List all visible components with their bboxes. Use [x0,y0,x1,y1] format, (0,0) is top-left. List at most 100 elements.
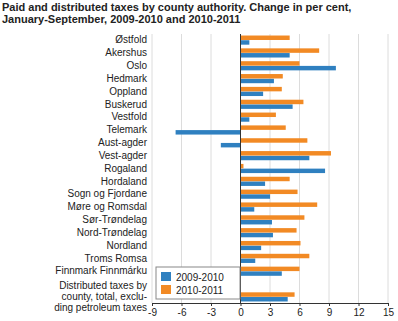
bar [221,143,241,147]
tick-mark [211,303,212,306]
bar [241,87,282,91]
tick-label: Rogaland [104,163,147,174]
tick-mark [359,303,360,306]
tick: Hedmark [106,73,152,84]
tick-mark [241,303,242,306]
bar [241,40,250,44]
grid-line [152,34,153,303]
tick-mark [329,303,330,306]
tick: Sogn og Fjordane [67,188,152,199]
tick-label: Sogn og Fjordane [67,188,147,199]
tick: -9 [148,303,157,318]
bar [241,207,255,211]
bar [241,48,320,52]
grid-line [211,34,212,303]
bar [241,194,271,198]
bar [241,215,305,219]
tick: Sør-Trøndelag [82,214,152,225]
tick-label: Akershus [105,47,147,58]
tick: 9 [327,303,333,318]
grid [152,34,388,303]
bar [241,190,298,194]
tick: Rogaland [104,163,152,174]
bar [241,104,293,108]
tick: -3 [207,303,216,318]
x-axis: -9 -6 -3 0 3 6 9 12 15 [148,303,394,318]
legend: 2009-20102010-2011 [156,267,240,299]
tick: Buskerud [105,98,152,109]
bar [241,181,266,185]
tick: Vest-agder [99,150,152,161]
legend-box [156,267,240,299]
title: Paid and distributed taxes by county aut… [2,1,351,25]
bar [241,125,286,129]
tick-label: Vest-agder [99,150,148,161]
tick: Østfold [115,34,152,45]
tick-label: Telemark [106,124,148,135]
bar [241,233,273,237]
zero-line [240,34,241,303]
tick: Møre og Romsdal [68,201,152,212]
tick-label: -9 [148,307,157,318]
tick: Aust-agder [98,137,152,148]
tick-label: Østfold [115,34,147,45]
bar [241,202,318,206]
bar [241,246,262,250]
bars [176,36,336,302]
grid-line [240,34,241,303]
grid-line [329,34,330,303]
grid-line [358,34,359,303]
bar [241,113,276,117]
axis-line [153,304,389,307]
bar [241,138,308,142]
bar [241,66,336,70]
bar [241,53,290,57]
tick-label: 15 [383,307,395,318]
tick-label: Distributed taxes bycounty, total, exclu… [54,280,147,313]
tick: 15 [383,303,395,318]
tick-label: 12 [353,307,365,318]
y-axis: Østfold Akershus Oslo Hedmark OpplandBuskeru… [54,34,152,313]
legend-swatch [161,272,171,281]
tick-label: Sør-Trøndelag [82,214,147,225]
tick-label: -6 [178,307,187,318]
tick-label: 0 [238,307,244,318]
tick: Hordaland [101,176,152,187]
chart: Paid and distributed taxes by county aut… [0,0,398,321]
tick-mark [182,303,183,306]
tick-label: Nordland [106,240,147,251]
tick-label: -3 [207,307,216,318]
tick-label: Nord-Trøndelag [77,227,147,238]
bar [241,292,295,296]
tick: Akershus [105,47,152,58]
tick: Distributed taxes bycounty, total, exclu… [54,280,152,313]
tick: Oppland [109,86,152,97]
tick-label: Buskerud [105,98,147,109]
legend-label: 2010-2011 [176,285,224,296]
tick: -6 [178,303,187,318]
tick-label: 6 [297,307,303,318]
bar [241,92,264,96]
bar [241,267,300,271]
tick-label: Hedmark [106,73,148,84]
tick: 3 [268,303,274,318]
tick: Troms Romsa [85,253,152,264]
tick-label: Møre og Romsdal [68,201,147,212]
grid-line [388,34,389,303]
tick: Vestfold [111,111,152,122]
bar [241,117,250,121]
tick: Nordland [106,240,152,251]
bar [241,61,300,65]
bar [241,258,256,262]
grid-line [299,34,300,303]
tick: Nord-Trøndelag [77,227,152,238]
bar [241,169,326,173]
bar [241,156,310,160]
tick: 0 [238,303,244,318]
tick-mark [388,303,389,306]
bar [241,74,283,78]
tick-mark [300,303,301,306]
bar [241,241,301,245]
tick: Oslo [126,60,152,71]
bar [241,79,274,83]
